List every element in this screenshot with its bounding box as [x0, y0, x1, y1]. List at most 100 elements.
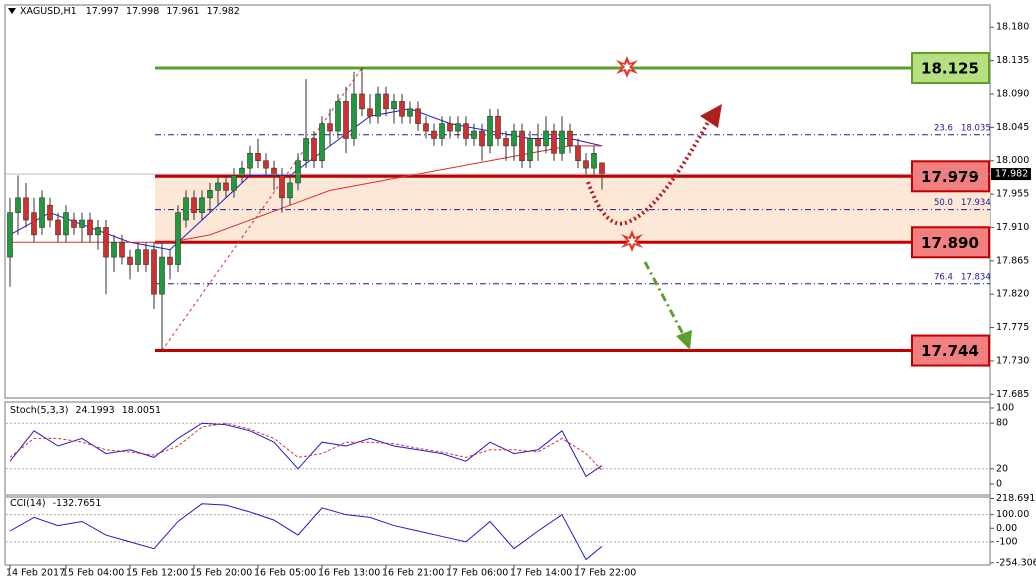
y-tick-label: 18.000	[996, 155, 1029, 166]
fibo-price: 17.934	[961, 198, 991, 208]
y-tick-label: 17.820	[996, 289, 1029, 300]
y-tick-label: 80	[996, 418, 1008, 429]
y-tick-label: 18.045	[996, 122, 1029, 133]
y-tick-label: 18.135	[996, 55, 1029, 66]
burst	[621, 230, 643, 252]
candle-body	[535, 138, 541, 147]
candle-body	[15, 197, 21, 213]
candle-body	[63, 212, 69, 236]
stoch-header: Stoch(5,3,3) 24.1993 18.0051	[10, 405, 161, 416]
candle-body	[471, 130, 477, 139]
y-tick-label: 17.955	[996, 189, 1029, 200]
fibo-price: 18.035	[961, 123, 991, 133]
candle-body	[527, 138, 533, 162]
labels: XAGUSD,H1 17.997 17.998 17.961 17.982 St…	[6, 6, 1036, 579]
candle-body	[599, 162, 605, 175]
x-tick-label: 17 Feb 22:00	[574, 568, 636, 579]
candle-body	[95, 227, 101, 236]
open: 17.997	[86, 6, 119, 17]
candle-body	[551, 130, 557, 154]
fibo-price: 17.834	[961, 272, 991, 282]
candle-body	[391, 101, 397, 110]
candle-body	[367, 108, 373, 117]
indicator-value: -132.7651	[53, 498, 102, 509]
candle-body	[519, 130, 525, 162]
x-tick-label: 15 Feb 12:00	[126, 568, 188, 579]
candle-body	[207, 190, 213, 199]
candle-body	[151, 249, 157, 295]
candle-body	[111, 241, 117, 258]
level-label: 17.890	[921, 234, 979, 252]
candle-body	[591, 153, 597, 169]
level-label: 17.744	[921, 342, 979, 360]
candle-body	[351, 93, 357, 139]
indicator-name: CCI(14)	[10, 498, 46, 509]
symbol: XAGUSD,H1	[20, 6, 77, 17]
candle-body	[303, 138, 309, 162]
candle-body	[263, 160, 269, 169]
candle-body	[311, 138, 317, 162]
fibo-ratio: 76.4	[934, 272, 953, 282]
candle-body	[87, 219, 93, 236]
cci-header: CCI(14) -132.7651	[10, 498, 101, 509]
candle-body	[175, 212, 181, 265]
y-tick-label: -254.306	[996, 557, 1036, 568]
candle-body	[79, 219, 85, 228]
current-price: 17.982	[995, 169, 1028, 180]
candle-body	[247, 153, 253, 169]
candle-body	[567, 130, 573, 147]
fibo-anchor	[161, 67, 363, 351]
candle-body	[575, 145, 581, 162]
candle-body	[375, 93, 381, 117]
candle-body	[119, 241, 125, 258]
arrow-head	[676, 330, 692, 350]
level-box	[911, 226, 990, 259]
x-tick-label: 14 Feb 2017	[6, 568, 65, 579]
candle-body	[335, 101, 341, 132]
chart-header: XAGUSD,H1 17.997 17.998 17.961 17.982	[20, 6, 240, 17]
annotations	[586, 56, 722, 350]
candle-body	[143, 249, 149, 265]
candle-body	[223, 182, 229, 191]
plot-area	[4, 4, 994, 569]
y-tick-label: 17.775	[996, 322, 1029, 333]
candle-body	[583, 160, 589, 169]
indicator-line	[9, 422, 603, 471]
candle-body	[463, 123, 469, 139]
candle-body	[31, 212, 37, 236]
menu-icon	[8, 8, 16, 14]
candle-body	[191, 197, 197, 213]
burst	[616, 56, 638, 78]
price-box	[991, 168, 1031, 181]
candle-body	[447, 123, 453, 132]
candle-body	[159, 256, 165, 295]
candle-body	[327, 123, 333, 132]
candle-body	[295, 160, 301, 184]
candle-body	[407, 108, 413, 117]
candle-body	[199, 197, 205, 213]
candle-body	[511, 130, 517, 147]
candle-body	[23, 197, 29, 221]
candle-body	[559, 130, 565, 154]
candle-body	[439, 123, 445, 139]
indicator-value: 24.1993	[75, 405, 114, 416]
candle-body	[103, 227, 109, 258]
candle-body	[7, 212, 13, 258]
fibo-ratio: 50.0	[934, 198, 953, 208]
y-tick-label: 18.180	[996, 22, 1029, 33]
candle-body	[271, 167, 277, 176]
candle-body	[279, 175, 285, 199]
candle-body	[215, 182, 221, 191]
x-tick-label: 17 Feb 14:00	[510, 568, 572, 579]
candle-body	[287, 182, 293, 199]
candle-body	[455, 123, 461, 132]
y-tick-label: 0.00	[996, 523, 1017, 534]
candle-body	[383, 93, 389, 110]
candle-body	[183, 197, 189, 221]
level-box	[911, 160, 990, 193]
candle-body	[39, 197, 45, 228]
y-tick-label: 17.685	[996, 389, 1029, 400]
level-label: 17.979	[921, 168, 979, 186]
low: 17.961	[166, 6, 199, 17]
